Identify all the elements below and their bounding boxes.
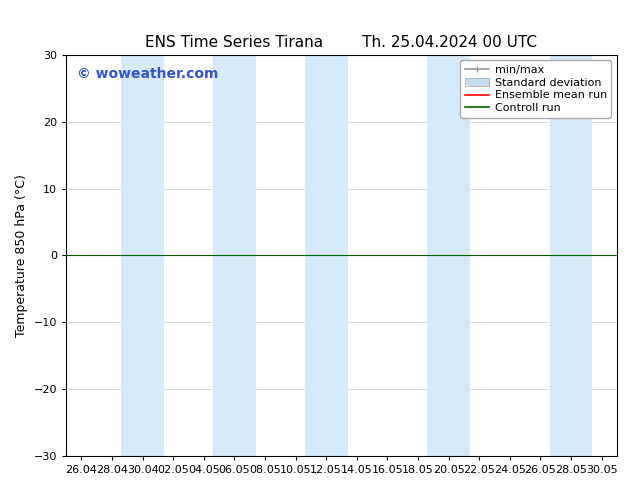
Bar — [213, 55, 256, 456]
Bar — [305, 55, 347, 456]
Legend: min/max, Standard deviation, Ensemble mean run, Controll run: min/max, Standard deviation, Ensemble me… — [460, 60, 611, 118]
Text: © woweather.com: © woweather.com — [77, 67, 219, 81]
Title: ENS Time Series Tirana        Th. 25.04.2024 00 UTC: ENS Time Series Tirana Th. 25.04.2024 00… — [145, 35, 538, 49]
Bar — [427, 55, 470, 456]
Bar — [121, 55, 164, 456]
Y-axis label: Temperature 850 hPa (°C): Temperature 850 hPa (°C) — [15, 174, 28, 337]
Bar — [550, 55, 592, 456]
